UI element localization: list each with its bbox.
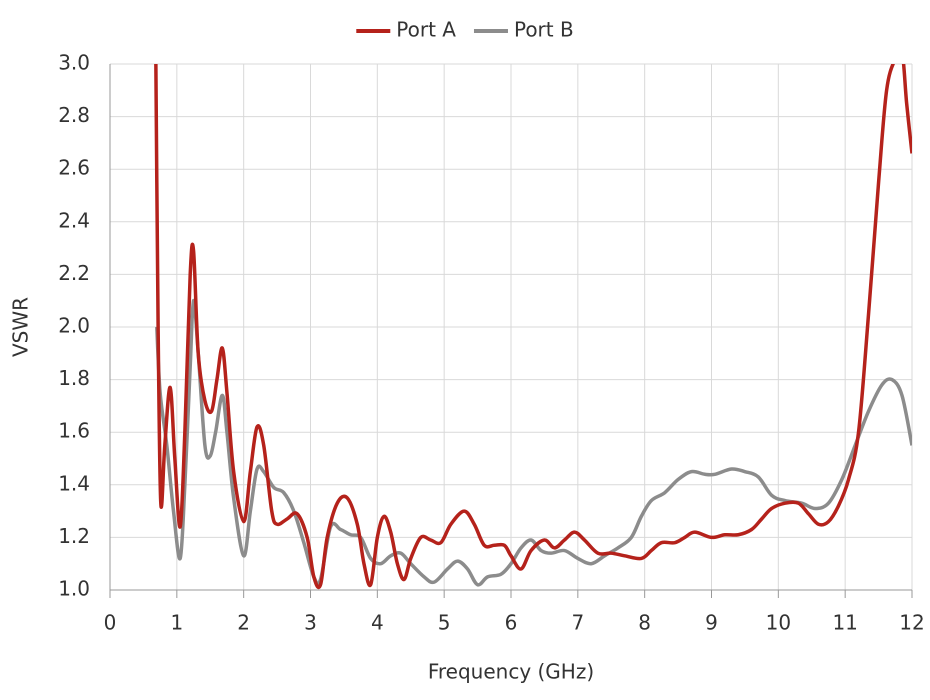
y-tick-label: 1.4 xyxy=(58,471,90,495)
y-tick-label: 3.0 xyxy=(58,51,90,75)
series-line xyxy=(155,298,912,587)
x-tick-label: 6 xyxy=(505,611,518,635)
x-tick-label: 2 xyxy=(237,611,250,635)
y-tick-label: 2.8 xyxy=(58,103,90,127)
x-tick-label: 10 xyxy=(766,611,791,635)
y-tick-label: 2.2 xyxy=(58,261,90,285)
x-tick-label: 12 xyxy=(899,611,924,635)
x-tick-label: 0 xyxy=(104,611,117,635)
x-tick-label: 9 xyxy=(705,611,718,635)
legend-label: Port B xyxy=(514,18,574,42)
y-tick-label: 2.6 xyxy=(58,156,90,180)
y-tick-label: 2.4 xyxy=(58,208,90,232)
x-tick-label: 11 xyxy=(832,611,857,635)
y-tick-label: 1.8 xyxy=(58,366,90,390)
y-tick-label: 2.0 xyxy=(58,314,90,338)
x-tick-label: 4 xyxy=(371,611,384,635)
x-tick-label: 1 xyxy=(170,611,183,635)
legend-label: Port A xyxy=(396,18,456,42)
x-tick-label: 3 xyxy=(304,611,317,635)
y-tick-label: 1.2 xyxy=(58,524,90,548)
y-tick-label: 1.6 xyxy=(58,419,90,443)
x-axis-label: Frequency (GHz) xyxy=(428,660,594,684)
y-tick-label: 1.0 xyxy=(58,577,90,601)
x-tick-label: 7 xyxy=(571,611,584,635)
series-line xyxy=(154,64,912,590)
legend: Port A Port B xyxy=(356,18,574,42)
x-tick-label: 5 xyxy=(438,611,451,635)
x-tick-label: 8 xyxy=(638,611,651,635)
y-axis-label: VSWR xyxy=(9,297,33,357)
